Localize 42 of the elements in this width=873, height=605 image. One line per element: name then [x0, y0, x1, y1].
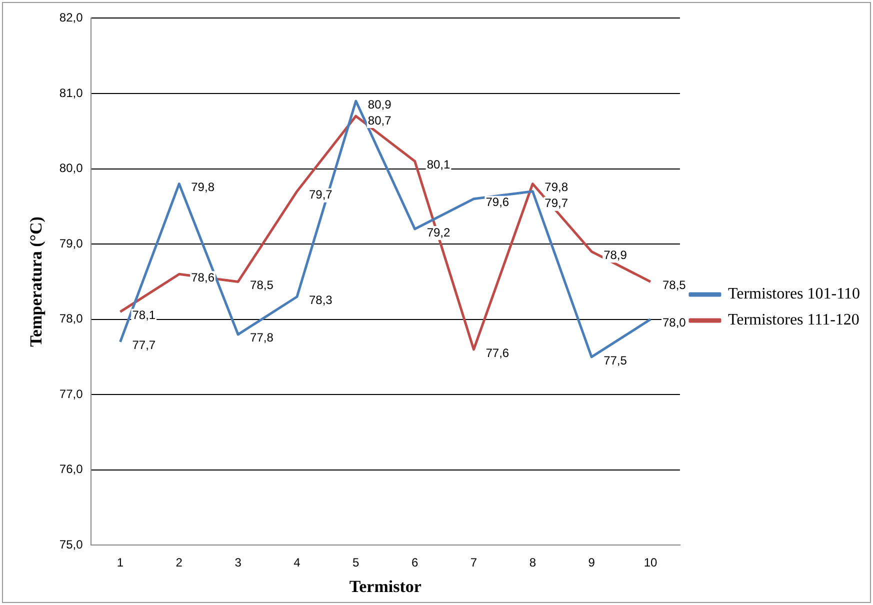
y-tick-label: 78,0: [59, 312, 84, 326]
x-tick-label: 8: [529, 556, 536, 570]
x-tick-label: 5: [352, 556, 360, 570]
y-tick-label: 81,0: [59, 86, 84, 100]
legend-label: Termistores 111-120: [728, 312, 860, 329]
x-axis-title: Termistor: [349, 577, 422, 596]
y-tick-label: 76,0: [59, 462, 84, 476]
data-label: 78,1: [132, 308, 156, 322]
data-label: 78,3: [308, 293, 333, 308]
data-label: 79,7: [308, 188, 333, 202]
data-label: 77,5: [604, 353, 628, 368]
x-tick-label: 7: [470, 556, 478, 570]
y-axis-title: Temperatura (°C): [26, 216, 46, 347]
x-tick-label: 1: [116, 556, 124, 570]
x-tick-label: 4: [294, 556, 301, 570]
y-tick-label: 77,0: [59, 386, 84, 401]
legend-label: Termistores 101-110: [728, 286, 860, 303]
data-label: 80,1: [426, 158, 450, 172]
y-tick-label: 79,0: [59, 236, 84, 250]
data-label: 79,8: [191, 180, 215, 194]
x-tick-label: 3: [234, 556, 242, 570]
y-tick-label: 82,0: [59, 10, 84, 25]
x-tick-label: 2: [176, 556, 183, 570]
x-tick-label: 6: [411, 556, 418, 570]
data-label: 79,8: [544, 180, 568, 194]
data-label: 78,9: [604, 248, 628, 262]
data-label: 77,8: [250, 330, 274, 345]
x-tick-label: 10: [644, 556, 658, 570]
data-label: 80,9: [368, 97, 392, 112]
data-label: 78,6: [191, 270, 215, 284]
data-label: 79,7: [544, 196, 568, 210]
data-label: 77,6: [486, 346, 510, 360]
x-tick-label: 9: [588, 556, 596, 570]
data-label: 78,5: [250, 278, 274, 292]
data-label: 78,0: [662, 316, 686, 330]
data-label: 79,6: [486, 195, 510, 210]
data-label: 77,7: [132, 338, 156, 352]
data-label: 80,7: [368, 113, 392, 128]
data-label: 78,5: [662, 278, 686, 292]
data-label: 79,2: [426, 225, 450, 240]
y-tick-label: 75,0: [59, 538, 84, 552]
y-tick-label: 80,0: [59, 161, 84, 176]
